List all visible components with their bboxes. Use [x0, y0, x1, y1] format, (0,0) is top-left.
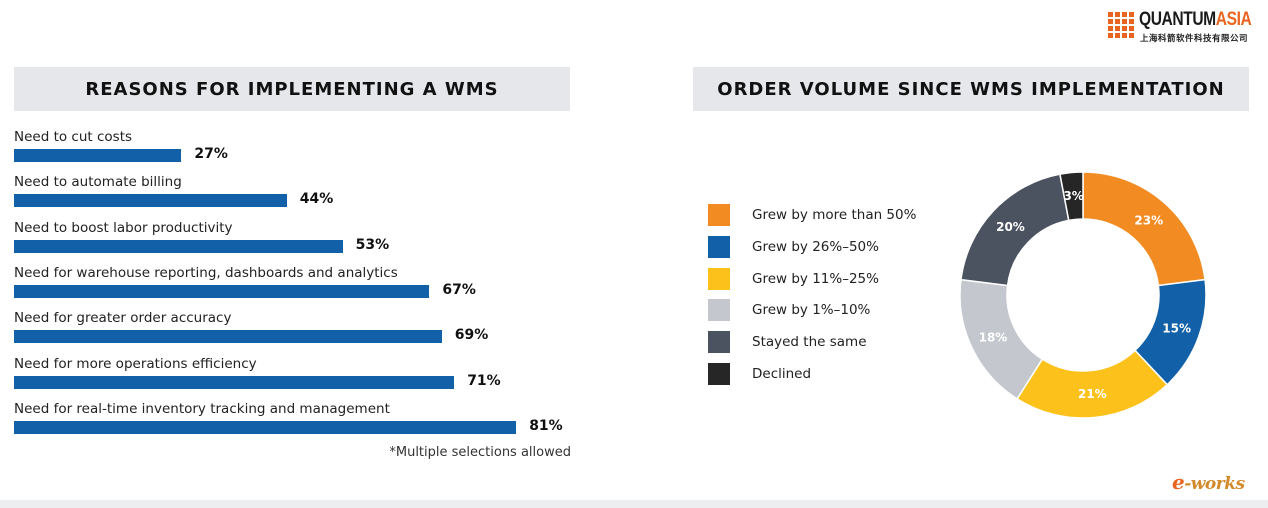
bar — [14, 149, 182, 162]
bar-category-label: Need to cut costs — [14, 129, 133, 145]
bar — [14, 375, 455, 389]
logo-word-main: QUANTUM — [1139, 9, 1216, 30]
legend-swatch — [708, 299, 730, 322]
legend-swatch — [708, 235, 730, 258]
logo-dot — [1108, 19, 1113, 24]
bar-category-label: Need for real-time inventory tracking an… — [14, 400, 390, 417]
eworks-rest: -works — [1184, 474, 1245, 494]
legend-label: Stayed the same — [752, 334, 867, 351]
logo-word-accent: ASIA — [1215, 9, 1252, 30]
bar-value-label: 53% — [355, 236, 390, 253]
donut-slice — [1059, 171, 1084, 222]
logo-dot — [1115, 26, 1120, 31]
legend-swatch — [708, 363, 730, 385]
logo-dot — [1108, 12, 1113, 17]
logo-dot — [1129, 26, 1134, 31]
logo-dot-grid-icon — [1108, 12, 1136, 40]
bar-value-label: 27% — [194, 146, 228, 162]
donut-chart: 23% 15% 21% 18% 20% 3% — [959, 171, 1207, 419]
donut-slice-label: 3% — [1063, 189, 1083, 203]
donut-slice-label: 21% — [1078, 387, 1107, 401]
bar-value-label: 71% — [467, 372, 501, 389]
bar — [14, 239, 343, 253]
logo-dot — [1122, 33, 1127, 38]
logo-dot — [1115, 33, 1120, 38]
logo-subtitle: 上海科箭软件科技有限公司 — [1140, 33, 1249, 43]
donut-slice-label: 23% — [1134, 213, 1163, 227]
logo-dot — [1129, 33, 1134, 38]
bar-category-label: Need to automate billing — [14, 174, 182, 191]
legend-label: Grew by more than 50% — [752, 207, 917, 223]
bar-value-label: 67% — [442, 281, 476, 298]
bar-category-label: Need for more operations efficiency — [14, 355, 257, 372]
bar-value-label: 81% — [529, 417, 563, 434]
legend-label: Grew by 1%–10% — [752, 302, 871, 319]
eworks-watermark: e-works — [1172, 470, 1245, 494]
legend-item: Stayed the same — [708, 331, 948, 354]
legend-item: Declined — [708, 363, 948, 385]
donut-chart-title: ORDER VOLUME SINCE WMS IMPLEMENTATION — [693, 67, 1249, 111]
bar — [14, 284, 430, 298]
bar-row: Need for real-time inventory tracking an… — [14, 401, 574, 443]
bar-row: Need for warehouse reporting, dashboards… — [14, 265, 574, 307]
bar-row: Need to cut costs 27% — [14, 129, 574, 171]
bottom-divider — [0, 500, 1268, 508]
logo-dot — [1129, 12, 1134, 17]
legend-item: Grew by more than 50% — [708, 204, 948, 226]
bar — [14, 194, 287, 208]
legend-label: Declined — [752, 366, 812, 382]
bar-category-label: Need for greater order accuracy — [14, 310, 232, 327]
bar-row: Need to automate billing 44% — [14, 174, 574, 216]
bar-row: Need for more operations efficiency 71% — [14, 356, 574, 398]
bar-category-label: Need for warehouse reporting, dashboards… — [14, 264, 398, 281]
logo-dot — [1108, 33, 1113, 38]
bar-value-label: 44% — [299, 191, 334, 208]
bar-row: Need for greater order accuracy 69% — [14, 310, 574, 352]
bar-category-label: Need to boost labor productivity — [14, 219, 233, 236]
bar-row: Need to boost labor productivity 53% — [14, 220, 574, 262]
donut-slice-label: 18% — [979, 330, 1008, 344]
logo-dot — [1122, 26, 1127, 31]
donut-slice — [1082, 171, 1206, 287]
legend-label: Grew by 11%–25% — [752, 270, 879, 287]
quantumasia-logo: QUANTUMASIA 上海科箭软件科技有限公司 — [1108, 9, 1252, 44]
legend-swatch — [708, 204, 730, 226]
logo-dot — [1115, 19, 1120, 24]
bar-chart-footnote: *Multiple selections allowed — [389, 445, 571, 460]
logo-dot — [1122, 19, 1127, 24]
legend-item: Grew by 26%–50% — [708, 235, 948, 258]
legend-item: Grew by 1%–10% — [708, 299, 948, 322]
legend-swatch — [708, 331, 730, 354]
legend-label: Grew by 26%–50% — [752, 238, 879, 255]
legend-item: Grew by 11%–25% — [708, 267, 948, 290]
logo-dot — [1122, 12, 1127, 17]
logo-wordmark: QUANTUMASIA — [1139, 9, 1252, 31]
donut-slice-label: 15% — [1162, 322, 1191, 336]
bar — [14, 330, 442, 344]
logo-dot — [1108, 26, 1113, 31]
bar — [14, 420, 517, 434]
legend-swatch — [708, 267, 730, 290]
eworks-e: e — [1172, 470, 1185, 494]
logo-dot — [1115, 12, 1120, 17]
donut-slice-label: 20% — [996, 220, 1025, 234]
bar-chart-title: REASONS FOR IMPLEMENTING A WMS — [14, 67, 570, 111]
logo-dot — [1129, 19, 1134, 24]
bar-value-label: 69% — [454, 327, 489, 344]
